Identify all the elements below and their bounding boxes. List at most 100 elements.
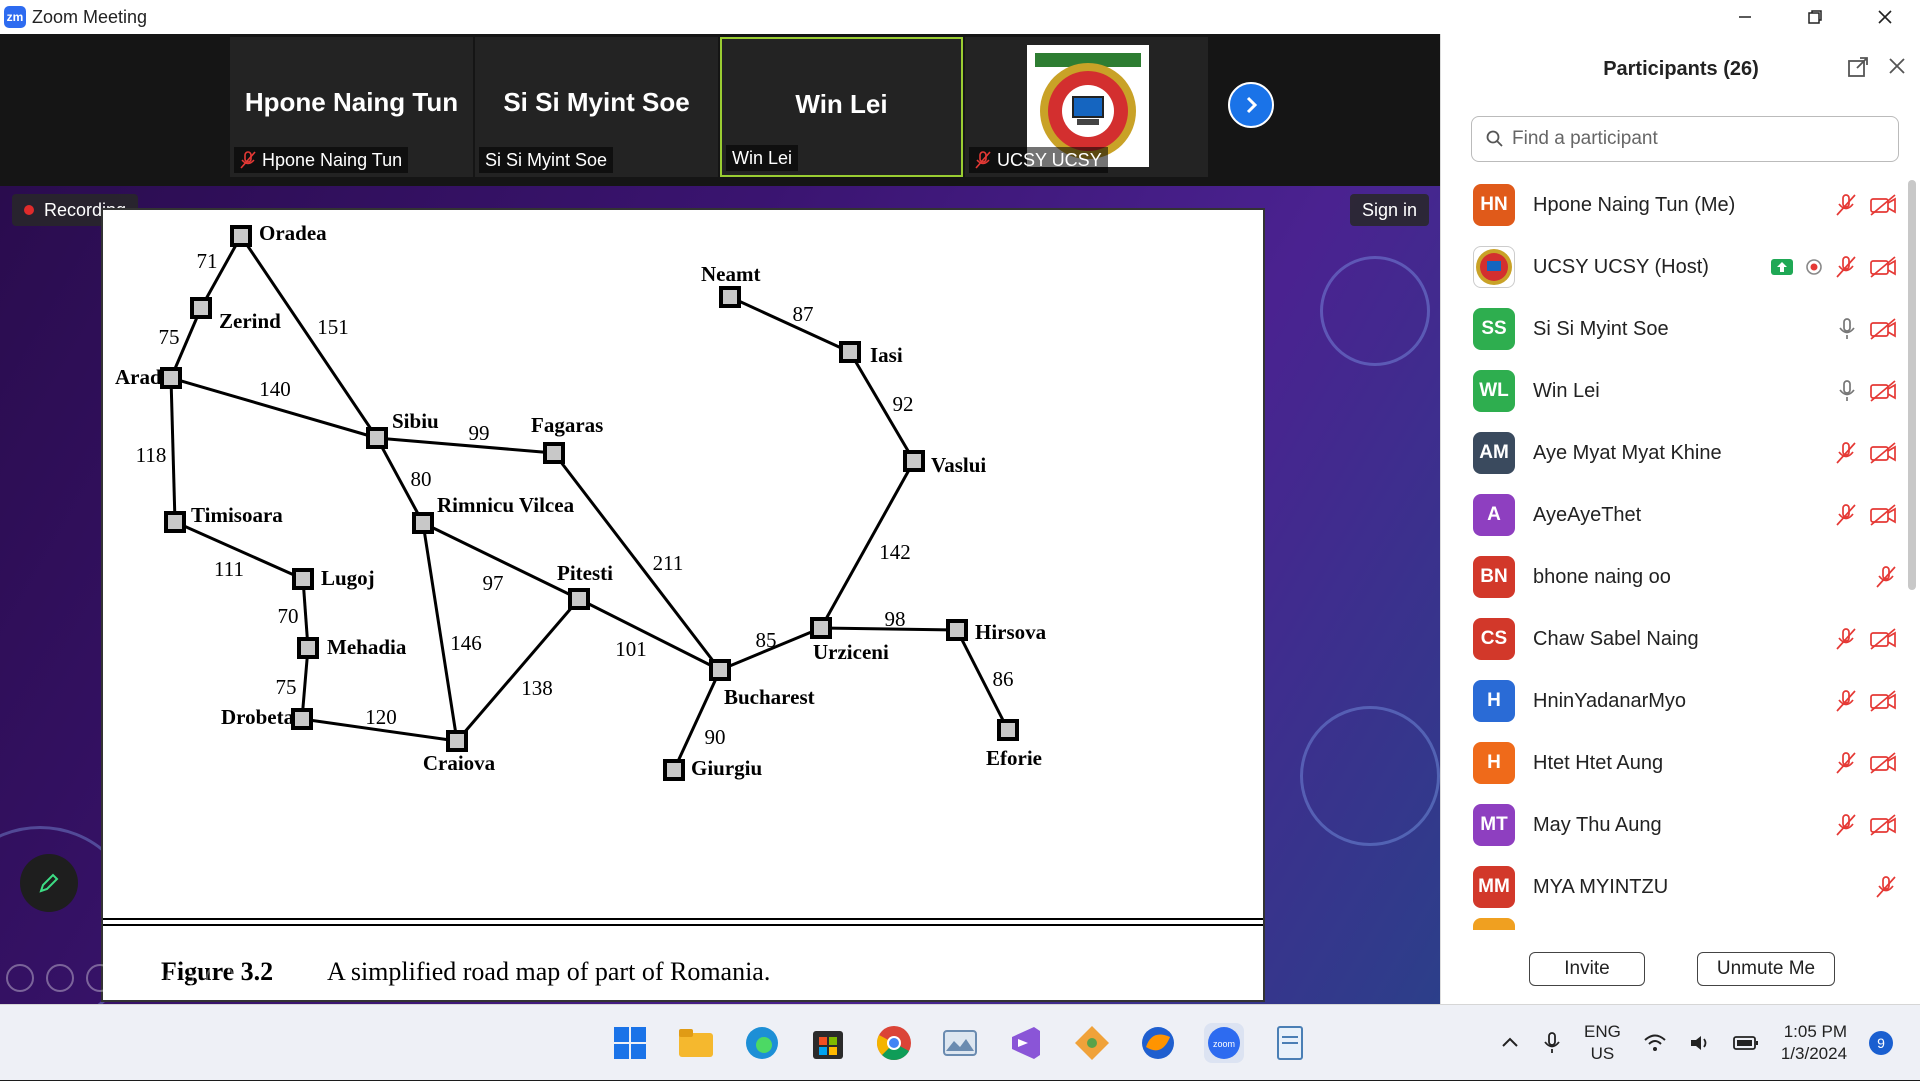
participant-status <box>1835 813 1897 837</box>
participant-row[interactable]: BN bhone naing oo <box>1441 546 1911 608</box>
input-language[interactable]: ENG US <box>1584 1021 1621 1065</box>
video-tile[interactable]: Si Si Myint Soe Si Si Myint Soe <box>475 37 718 177</box>
zoom-tool-icon[interactable] <box>166 964 194 992</box>
notification-badge[interactable]: 9 <box>1869 1031 1894 1055</box>
video-off-icon <box>1869 504 1897 526</box>
video-tile[interactable]: UCSY UCSY <box>965 37 1208 177</box>
road-line <box>169 377 177 523</box>
zoom-taskbar-icon[interactable]: zoom <box>1204 1023 1244 1063</box>
screen-share-area: Recording Sign in 71 75 151 140 118 99 80 111 70… <box>0 186 1440 1004</box>
video-off-icon <box>1869 628 1897 650</box>
microsoft-store-icon[interactable] <box>808 1023 848 1063</box>
photos-icon[interactable] <box>940 1023 980 1063</box>
edge-browser-icon[interactable] <box>742 1023 782 1063</box>
city-node <box>230 225 252 247</box>
participant-row-partial[interactable] <box>1441 918 1911 930</box>
close-panel-icon[interactable] <box>1887 56 1907 76</box>
video-off-icon <box>1869 194 1897 216</box>
slides-grid-icon[interactable] <box>126 964 154 992</box>
road-line <box>422 521 580 601</box>
participant-name: UCSY UCSY (Host) <box>1533 255 1709 278</box>
participant-row[interactable]: MM MYA MYINTZU <box>1441 856 1911 918</box>
mic-muted-icon <box>1835 689 1857 713</box>
participant-name: AyeAyeThet <box>1533 503 1642 526</box>
road-distance-label: 86 <box>993 667 1014 691</box>
road-line <box>174 520 304 581</box>
clock[interactable]: 1:05 PM 1/3/2024 <box>1781 1021 1847 1065</box>
city-node <box>543 442 565 464</box>
road-line <box>552 452 722 671</box>
city-node <box>291 708 313 730</box>
next-page-button[interactable] <box>1228 82 1274 128</box>
road-distance-label: 120 <box>365 705 397 729</box>
participant-row[interactable]: UCSY UCSY (Host) <box>1441 236 1911 298</box>
participant-row[interactable]: CS Chaw Sabel Naing <box>1441 608 1911 670</box>
mic-muted-icon <box>1835 255 1857 279</box>
close-window-button[interactable] <box>1850 0 1920 34</box>
file-explorer-icon[interactable] <box>676 1023 716 1063</box>
annotate-pen-button[interactable] <box>20 854 78 912</box>
notepad-icon[interactable] <box>1270 1023 1310 1063</box>
road-line <box>455 598 581 742</box>
ucsy-logo-image <box>1027 45 1149 167</box>
city-label: Giurgiu <box>691 756 763 780</box>
participant-row[interactable]: A AyeAyeThet <box>1441 484 1911 546</box>
battery-icon[interactable] <box>1732 1035 1759 1051</box>
participant-status <box>1875 875 1897 899</box>
clock-date: 1/3/2024 <box>1780 1044 1848 1063</box>
city-label: Timisoara <box>191 503 283 527</box>
show-hidden-icons-chevron-up-icon[interactable] <box>1500 1033 1520 1053</box>
microphone-icon[interactable] <box>1542 1031 1562 1055</box>
participant-row[interactable]: AM Aye Myat Myat Khine <box>1441 422 1911 484</box>
participant-row[interactable]: H HninYadanarMyo <box>1441 670 1911 732</box>
more-tools-icon[interactable] <box>206 964 234 992</box>
prev-slide-icon[interactable] <box>6 964 34 992</box>
city-label: Urziceni <box>813 640 889 664</box>
participant-row[interactable]: H Htet Htet Aung <box>1441 732 1911 794</box>
minimize-button[interactable] <box>1710 0 1780 34</box>
video-tile-active-speaker[interactable]: Win Lei Win Lei <box>720 37 963 177</box>
city-label: Drobeta <box>221 705 295 729</box>
chrome-icon[interactable] <box>874 1023 914 1063</box>
unmute-me-button[interactable]: Unmute Me <box>1697 952 1835 986</box>
video-tile[interactable]: Hpone Naing Tun Hpone Naing Tun <box>230 37 473 177</box>
search-input[interactable] <box>1512 128 1872 150</box>
participant-row[interactable]: WL Win Lei <box>1441 360 1911 422</box>
participant-row[interactable]: HN Hpone Naing Tun (Me) <box>1441 174 1911 236</box>
invite-button[interactable]: Invite <box>1529 952 1645 986</box>
city-node <box>446 730 468 752</box>
speaker-icon[interactable] <box>1689 1033 1711 1053</box>
wifi-icon[interactable] <box>1643 1033 1667 1053</box>
road-line <box>672 669 722 771</box>
participant-status <box>1875 565 1897 589</box>
pop-out-icon[interactable] <box>1847 56 1869 78</box>
participant-list-scrollbar[interactable] <box>1908 180 1916 590</box>
windows-start-icon[interactable] <box>610 1023 650 1063</box>
participant-search[interactable] <box>1471 116 1899 162</box>
restore-button[interactable] <box>1780 0 1850 34</box>
city-label: Eforie <box>986 746 1042 770</box>
firefox-icon[interactable] <box>1138 1023 1178 1063</box>
road-line <box>239 235 379 439</box>
next-slide-icon[interactable] <box>46 964 74 992</box>
pen-tool-icon[interactable] <box>86 964 114 992</box>
tile-label-text: UCSY UCSY <box>997 149 1102 170</box>
git-tool-icon[interactable] <box>1072 1023 1112 1063</box>
city-node <box>164 511 186 533</box>
decorative-ring <box>1300 706 1440 846</box>
tile-label: Hpone Naing Tun <box>234 147 409 173</box>
chevron-right-icon <box>1246 96 1258 114</box>
visual-studio-icon[interactable] <box>1006 1023 1046 1063</box>
road-distance-label: 85 <box>756 628 777 652</box>
road-distance-label: 90 <box>705 725 726 749</box>
road-line <box>170 376 378 440</box>
participant-row[interactable]: SS Si Si Myint Soe <box>1441 298 1911 360</box>
pen-icon <box>39 873 59 893</box>
participant-row[interactable]: MT May Thu Aung <box>1441 794 1911 856</box>
road-line <box>848 351 916 462</box>
tile-label-text: Si Si Myint Soe <box>485 149 608 170</box>
participant-status <box>1835 751 1897 775</box>
romania-road-map: 71 75 151 140 118 99 80 111 70 75 120 146 97 138 101 21… <box>103 221 1263 986</box>
road-distance-label: 146 <box>450 631 482 655</box>
sign-in-button[interactable]: Sign in <box>1350 194 1430 226</box>
